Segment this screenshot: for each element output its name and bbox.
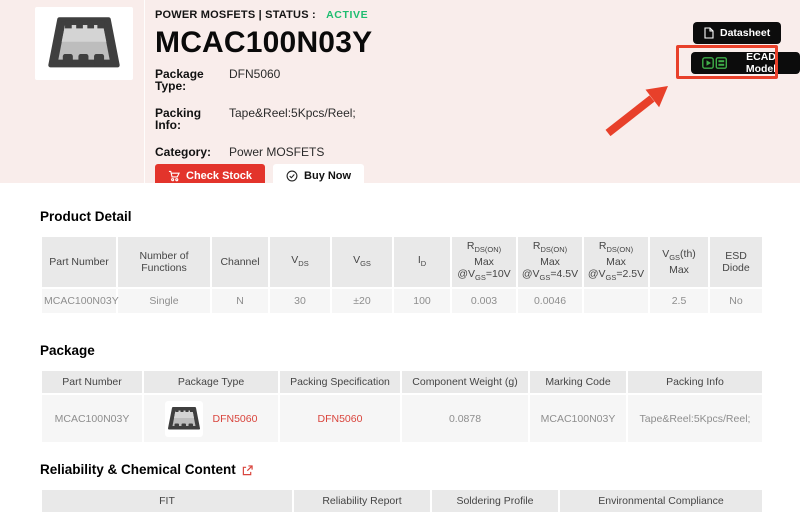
reliability-heading: Reliability & Chemical Content — [40, 463, 764, 477]
pd-cell: Single — [118, 289, 210, 314]
pd-header-cell: Part Number — [42, 237, 116, 288]
pd-cell: 0.0046 — [518, 289, 582, 314]
external-link-icon[interactable] — [242, 465, 253, 476]
table-row: MCAC100N03Y Single N 30 ±20 100 0.003 0.0046 2.5… — [42, 289, 762, 314]
pd-cell: No — [710, 289, 762, 314]
rel-header-environmental-compliance: Environmental Compliance — [560, 490, 762, 513]
status-badge: ACTIVE — [326, 9, 369, 21]
product-image-box — [35, 7, 133, 80]
ecad-model-button[interactable]: ECAD Model — [691, 51, 800, 75]
pkg-header-packing-spec: Packing Specification — [280, 371, 400, 394]
pkg-header-package-type: Package Type — [144, 371, 278, 394]
hero-divider — [144, 0, 145, 183]
category-label: POWER MOSFETS | STATUS : — [155, 9, 316, 21]
rel-header-reliability-report: Reliability Report — [294, 490, 430, 513]
ecad-model-label: ECAD Model — [745, 51, 777, 75]
pd-header-cell: Channel — [212, 237, 268, 288]
play-chip-icon — [702, 57, 727, 69]
package-thumbnail — [164, 400, 203, 437]
spec-label-packing-info: Packing Info: — [155, 106, 202, 132]
datasheet-label: Datasheet — [720, 27, 771, 39]
pd-header-cell: Number of Functions — [118, 237, 210, 288]
cart-icon — [168, 170, 180, 182]
buy-now-label: Buy Now — [304, 169, 352, 182]
pd-header-cell: ESD Diode — [710, 237, 762, 288]
buy-now-button[interactable]: Buy Now — [273, 164, 365, 187]
spec-label-package-type: Package Type: — [155, 67, 204, 93]
spec-value-package-type: DFN5060 — [229, 67, 281, 81]
pkg-header-part-number: Part Number — [42, 371, 142, 394]
spec-label-category: Category: — [155, 145, 212, 159]
pkg-cell-weight: 0.0878 — [402, 395, 528, 443]
check-stock-button[interactable]: Check Stock — [155, 164, 266, 187]
pd-cell: 100 — [394, 289, 450, 314]
spec-value-category: Power MOSFETS — [229, 145, 325, 159]
pd-cell: N — [212, 289, 268, 314]
pkg-header-marking-code: Marking Code — [530, 371, 626, 394]
main-content: Product Detail Part Number Number of Func… — [0, 183, 800, 513]
reliability-table: FIT Reliability Report Soldering Profile… — [40, 488, 764, 514]
reliability-heading-label: Reliability & Chemical Content — [40, 462, 236, 478]
datasheet-button[interactable]: Datasheet — [693, 22, 782, 44]
pkg-header-packing-info: Packing Info — [628, 371, 762, 394]
package-type-link[interactable]: DFN5060 — [212, 412, 258, 425]
packing-spec-link[interactable]: DFN5060 — [317, 412, 363, 425]
pkg-cell-packing-spec: DFN5060 — [280, 395, 400, 443]
pd-cell: MCAC100N03Y — [42, 289, 119, 314]
pd-cell: ±20 — [332, 289, 392, 314]
table-row: MCAC100N03Y DFN5060 — [42, 395, 762, 443]
spec-list: Package Type: DFN5060 Packing Info: Tape… — [155, 68, 372, 158]
pd-header-cell: RDS(ON) Max @VGS=10V — [452, 237, 516, 288]
pd-cell — [584, 289, 648, 314]
rel-header-fit: FIT — [42, 490, 292, 513]
chip-icon — [167, 406, 200, 430]
package-heading: Package — [40, 343, 95, 359]
annotation-arrow-icon — [605, 86, 668, 137]
pkg-header-weight: Component Weight (g) — [402, 371, 528, 394]
rel-header-soldering-profile: Soldering Profile — [432, 490, 558, 513]
check-circle-icon — [286, 170, 298, 182]
hero-banner: POWER MOSFETS | STATUS : ACTIVE MCAC100N… — [0, 0, 800, 187]
check-stock-label: Check Stock — [186, 169, 253, 182]
pd-cell: 30 — [270, 289, 330, 314]
pd-header-cell: RDS(ON) Max @VGS=2.5V — [584, 237, 648, 288]
pd-header-cell: VGS — [332, 237, 392, 288]
product-detail-table: Part Number Number of Functions Channel VDS… — [40, 235, 764, 315]
pd-cell: 0.003 — [452, 289, 516, 314]
package-table: Part Number Package Type Packing Specifi… — [40, 369, 764, 444]
pd-header-cell: RDS(ON) Max @VGS=4.5V — [518, 237, 582, 288]
product-detail-heading: Product Detail — [40, 209, 132, 224]
pd-header-cell: VDS — [270, 237, 330, 288]
pkg-cell-package-type: DFN5060 — [144, 395, 278, 443]
pkg-cell-part-number: MCAC100N03Y — [42, 395, 142, 443]
annotation-highlight-box — [676, 45, 778, 79]
page-title: MCAC100N03Y — [155, 26, 373, 59]
pkg-cell-packing-info: Tape&Reel:5Kpcs/Reel; — [628, 395, 762, 443]
chip-package-image — [48, 16, 120, 67]
spec-value-packing-info: Tape&Reel:5Kpcs/Reel; — [229, 106, 356, 120]
category-status-line: POWER MOSFETS | STATUS : ACTIVE — [155, 10, 372, 21]
pd-cell: 2.5 — [650, 289, 708, 314]
pd-header-cell: VGS(th) Max — [650, 237, 708, 288]
pkg-cell-marking-code: MCAC100N03Y — [530, 395, 626, 443]
pd-header-cell: ID — [394, 237, 450, 288]
document-icon — [704, 27, 714, 39]
